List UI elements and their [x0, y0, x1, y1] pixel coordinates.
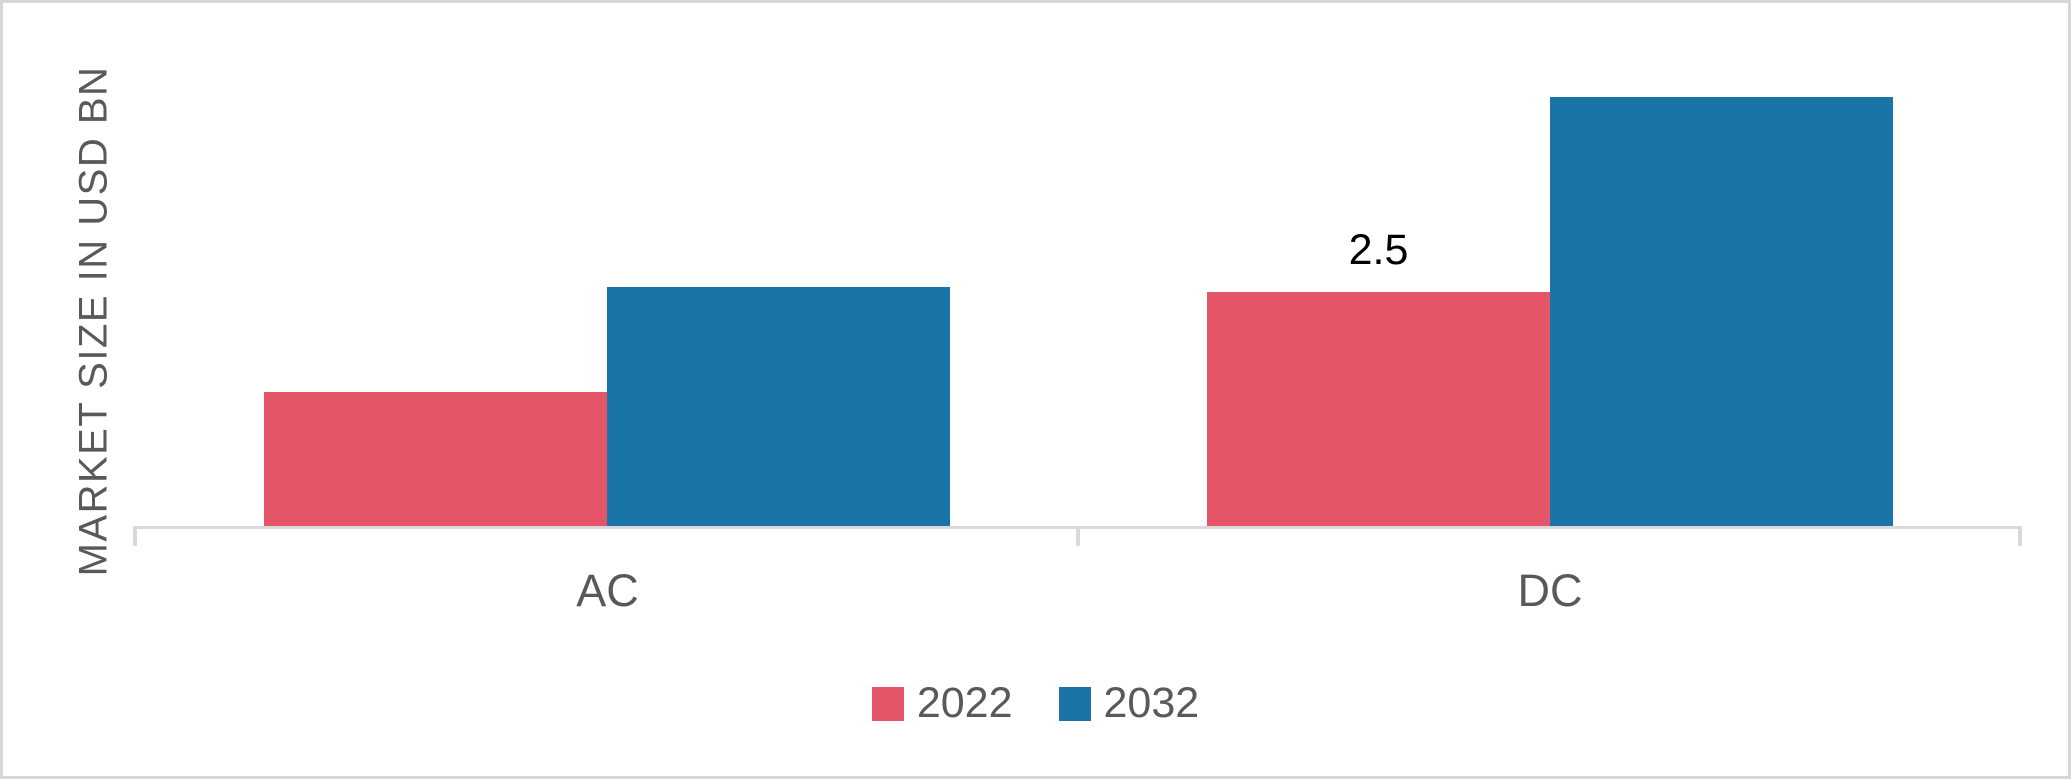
- legend-item-2022: 2022: [871, 679, 1013, 728]
- legend-swatch-2032: [1058, 686, 1091, 721]
- x-axis-tick: [2018, 526, 2022, 546]
- bar-ac-2022: [264, 392, 607, 526]
- plot-area: 2.5: [135, 3, 2021, 526]
- legend-item-2032: 2032: [1058, 679, 1200, 728]
- y-axis-title: MARKET SIZE IN USD BN: [71, 65, 116, 577]
- x-axis-tick: [133, 526, 137, 546]
- bar-ac-2032: [607, 287, 950, 526]
- category-label-ac: AC: [576, 565, 639, 616]
- bar-dc-2022: [1207, 292, 1550, 526]
- legend-label-2022: 2022: [916, 679, 1013, 727]
- legend-label-2032: 2032: [1103, 679, 1200, 727]
- legend-swatch-2022: [871, 686, 904, 721]
- bar-dc-2032: [1550, 97, 1893, 526]
- data-label-dc-2022: 2.5: [1348, 226, 1409, 274]
- legend: 2022 2032: [3, 679, 2068, 728]
- category-label-dc: DC: [1517, 565, 1583, 616]
- x-axis-tick: [1076, 526, 1080, 546]
